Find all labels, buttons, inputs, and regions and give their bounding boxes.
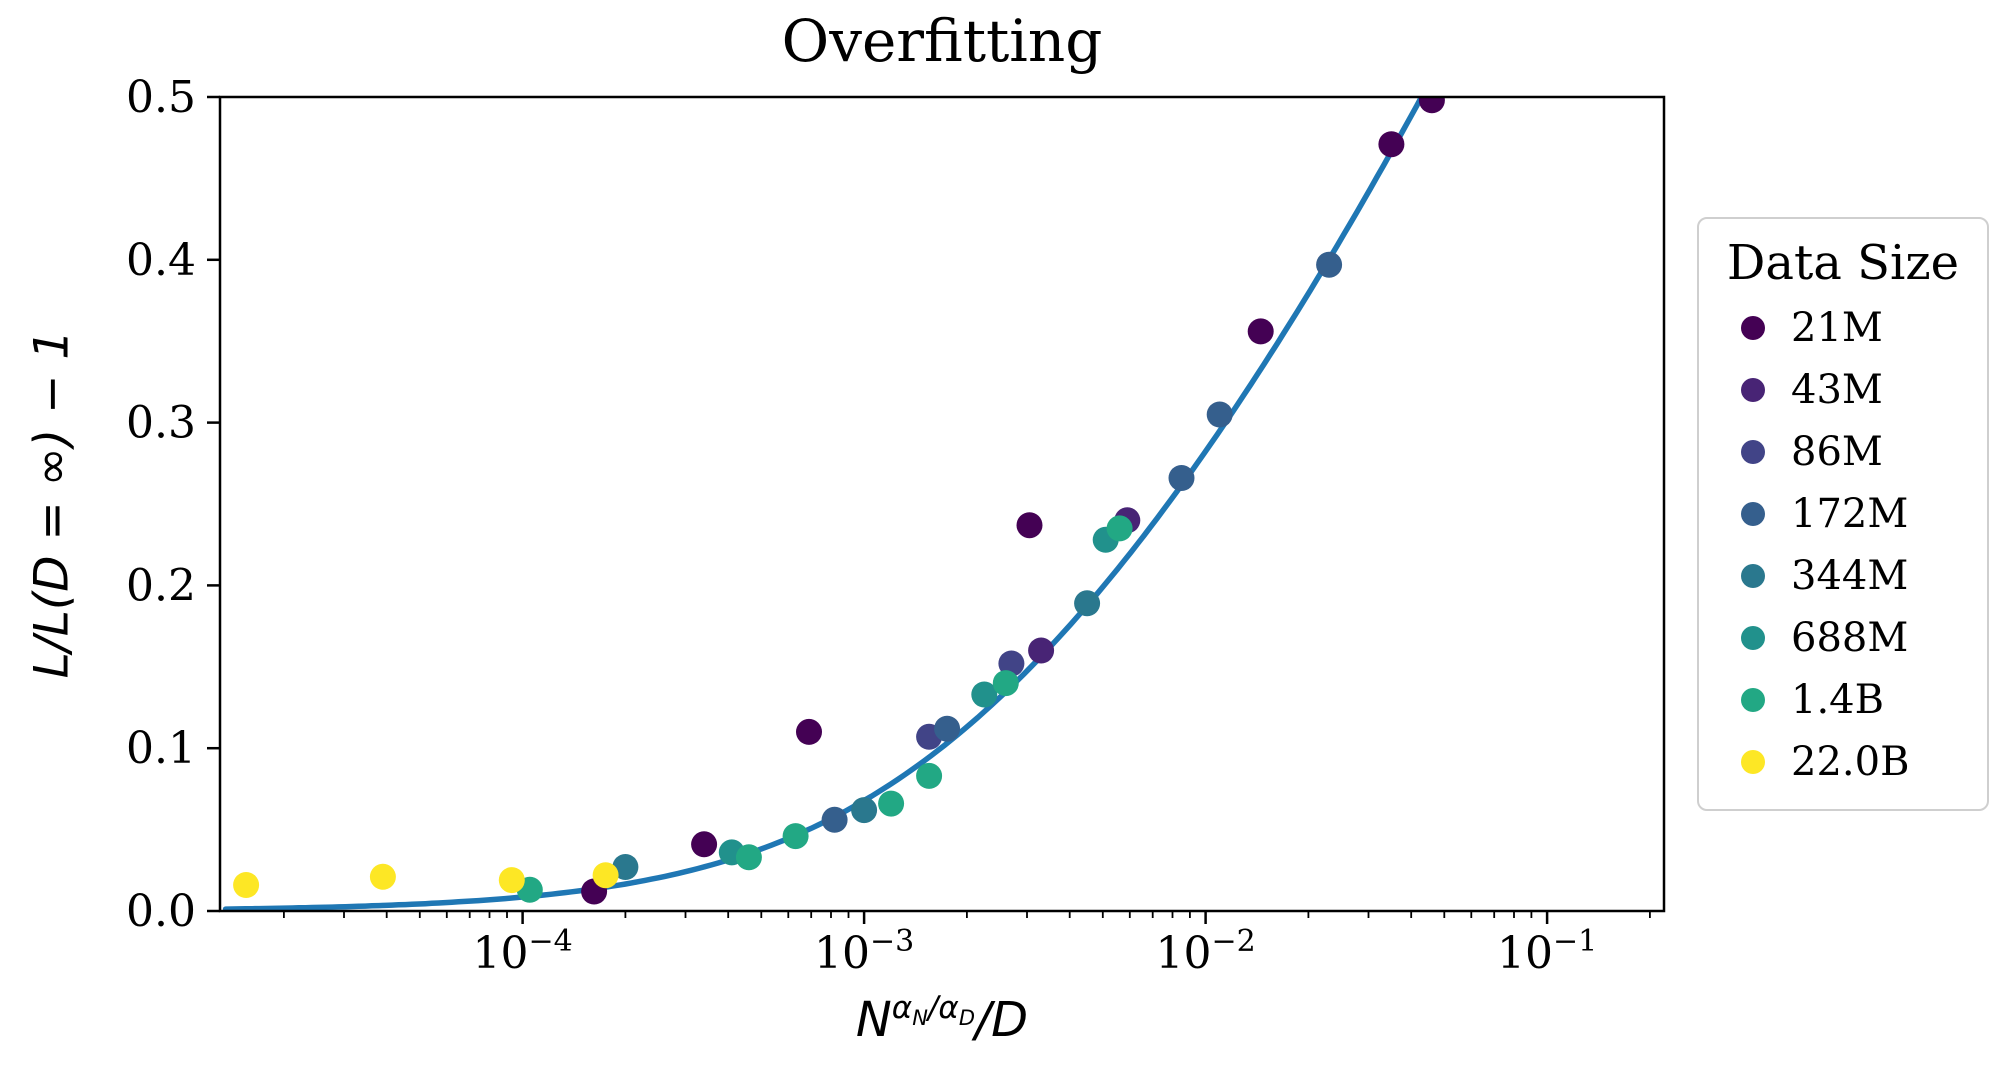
scatter-point-1.4B — [992, 670, 1019, 697]
scatter-point-21M — [1016, 512, 1043, 539]
legend-item-22.0B: 22.0B — [1741, 739, 1979, 785]
scatter-point-344M — [851, 797, 878, 824]
scatter-point-1.4B — [782, 823, 809, 850]
legend-label: 1.4B — [1791, 677, 1885, 723]
scatter-point-1.4B — [1106, 515, 1133, 542]
legend-label: 86M — [1791, 429, 1883, 475]
x-axis-label: NαN/αD/D — [220, 990, 1664, 1048]
y-tick-label: 0.2 — [126, 560, 196, 611]
scatter-point-21M — [1418, 97, 1445, 114]
scatter-point-21M — [1247, 318, 1274, 345]
y-tick-label: 0.4 — [126, 235, 196, 286]
xlabel-alpha-2-sub: D — [958, 1006, 975, 1030]
xlabel-alpha-2: α — [938, 990, 959, 1026]
legend-item-688M: 688M — [1741, 615, 1979, 661]
scatter-point-21M — [691, 831, 718, 858]
y-axis-label: L/L(D = ∞) − 1 — [24, 329, 80, 679]
legend-marker-43M — [1741, 378, 1765, 402]
axes-spines — [218, 95, 1666, 913]
legend-marker-1.4B — [1741, 688, 1765, 712]
x-tick-label: 10−1 — [1497, 924, 1597, 979]
plot-data-layer — [222, 97, 1445, 911]
fit-curve — [222, 97, 1425, 911]
legend-item-21M: 21M — [1741, 305, 1979, 351]
legend-label: 344M — [1791, 553, 1909, 599]
legend-label: 688M — [1791, 615, 1909, 661]
legend-label: 22.0B — [1791, 739, 1910, 785]
legend-label: 21M — [1791, 305, 1883, 351]
xlabel-alpha-1: α — [891, 990, 913, 1026]
scatter-point-688M — [971, 681, 998, 708]
x-tick-label: 10−3 — [814, 924, 914, 979]
legend-item-43M: 43M — [1741, 367, 1979, 413]
scatter-point-21M — [796, 718, 822, 745]
x-tick-label: 10−4 — [472, 924, 572, 979]
chart-title: Overfitting — [781, 7, 1103, 75]
legend-marker-688M — [1741, 626, 1765, 650]
scatter-point-86M — [998, 650, 1025, 677]
scatter-point-22.0B — [498, 867, 525, 894]
scatter-point-172M — [1168, 465, 1195, 491]
legend-marker-86M — [1741, 440, 1765, 464]
legend-marker-344M — [1741, 564, 1765, 588]
legend: Data Size 21M 43M 86M 172M 344M 688M 1.4B 22.0B — [1697, 217, 1989, 811]
scatter-point-1.4B — [916, 762, 943, 789]
scatter-point-1.4B — [735, 844, 762, 871]
legend-item-172M: 172M — [1741, 491, 1979, 537]
legend-item-344M: 344M — [1741, 553, 1979, 599]
xlabel-slash: / — [927, 990, 939, 1026]
y-tick-label: 0.3 — [126, 398, 196, 449]
scatter-point-43M — [1028, 637, 1055, 664]
scatter-point-344M — [612, 854, 639, 880]
xlabel-alpha-1-sub: N — [912, 1006, 928, 1030]
legend-item-86M: 86M — [1741, 429, 1979, 475]
scatter-point-344M — [1074, 590, 1101, 617]
legend-label: 43M — [1791, 367, 1883, 413]
y-tick-label: 0.5 — [126, 72, 196, 123]
y-tick-label: 0.0 — [126, 886, 196, 937]
scatter-point-22.0B — [233, 872, 260, 898]
scatter-point-172M — [1316, 251, 1343, 278]
legend-marker-172M — [1741, 502, 1765, 526]
y-tick-label: 0.1 — [126, 723, 196, 774]
scatter-point-1.4B — [878, 790, 905, 817]
xlabel-exponent: αN/αD — [891, 990, 975, 1030]
scatter-point-21M — [1378, 131, 1405, 158]
legend-items: 21M 43M 86M 172M 344M 688M 1.4B 22.0B — [1699, 291, 1987, 791]
legend-item-1.4B: 1.4B — [1741, 677, 1979, 723]
legend-marker-22.0B — [1741, 750, 1765, 774]
x-tick-label: 10−2 — [1155, 924, 1255, 979]
scatter-point-172M — [934, 715, 961, 742]
scatter-point-22.0B — [592, 862, 619, 889]
scatter-point-172M — [1206, 401, 1233, 428]
scatter-point-22.0B — [369, 863, 396, 890]
xlabel-tail: /D — [974, 992, 1029, 1048]
legend-title: Data Size — [1726, 235, 1960, 291]
scatter-point-172M — [821, 806, 848, 833]
legend-marker-21M — [1741, 316, 1765, 340]
xlabel-base: N — [855, 992, 892, 1048]
legend-label: 172M — [1791, 491, 1909, 537]
